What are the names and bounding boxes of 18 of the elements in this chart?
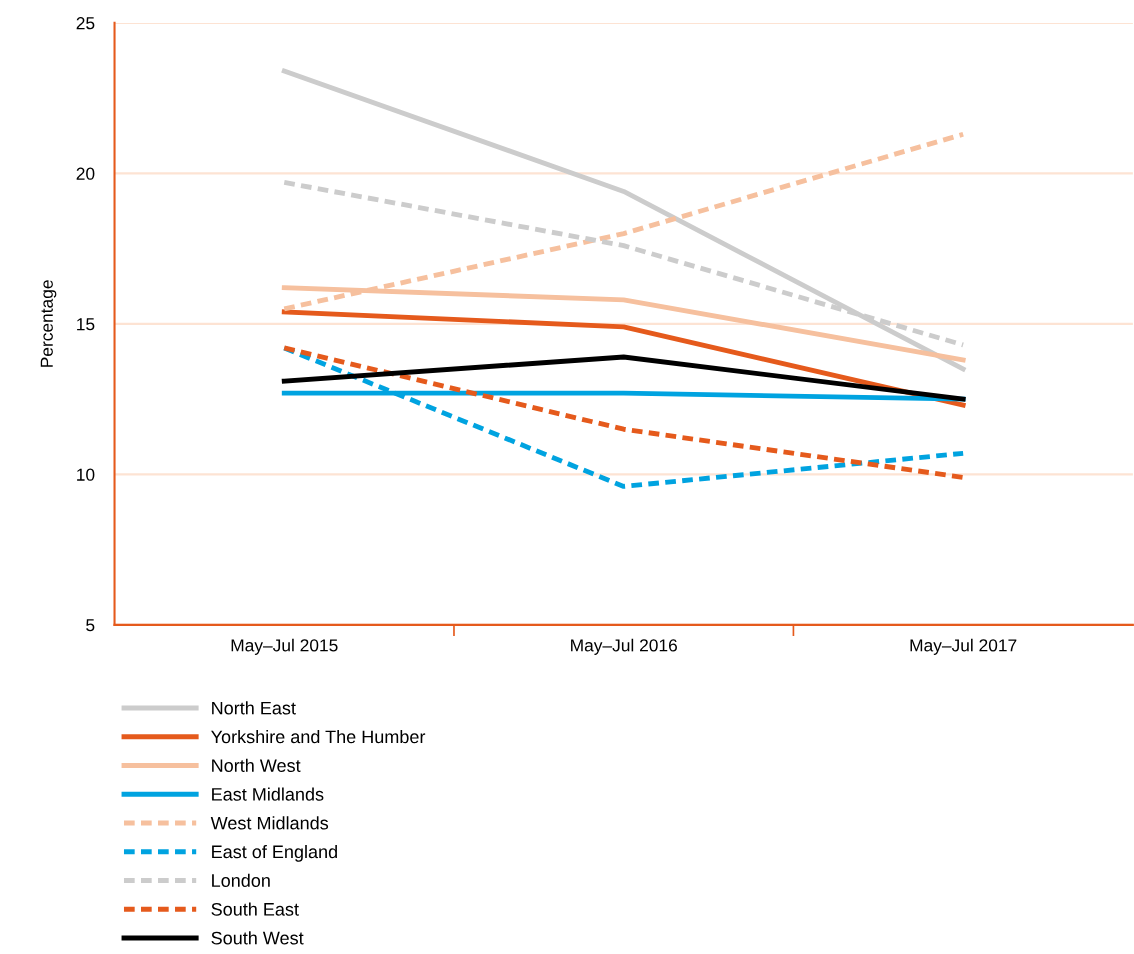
x-tick-label: May–Jul 2015 [231, 638, 338, 655]
legend-label: South West [211, 931, 304, 945]
legend-label: North West [212, 758, 301, 772]
y-tick-label: 20 [76, 167, 95, 180]
y-tick-label: 15 [77, 318, 95, 331]
legend-label: East of England [212, 844, 337, 862]
legend-label: West Midlands [210, 816, 329, 830]
y-tick-label: 5 [86, 619, 95, 632]
y-tick-label: 10 [77, 468, 95, 481]
legend-label: East Midlands [212, 787, 324, 801]
y-axis-title: Percentage [40, 280, 57, 367]
x-tick-label: May–Jul 2016 [571, 638, 677, 655]
y-tick-label: 25 [76, 17, 95, 30]
x-tick-label: May–Jul 2017 [910, 638, 1017, 655]
legend-label: Yorkshire and The Humber [211, 729, 426, 744]
legend-label: South East [211, 902, 299, 916]
legend-label: London [212, 873, 270, 887]
legend-label: North East [212, 701, 296, 715]
